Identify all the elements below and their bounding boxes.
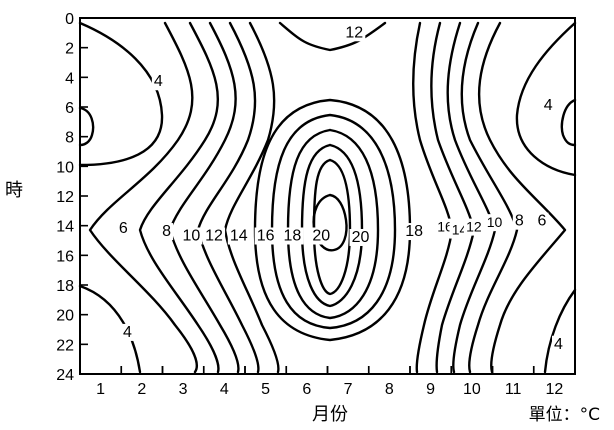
contour-label: 6 (538, 213, 547, 230)
x-tick-label: 12 (545, 381, 563, 398)
y-tick-label: 8 (65, 130, 74, 147)
x-axis-ticks: 1 2 3 4 5 6 7 8 9 10 11 12 (96, 366, 563, 398)
contour-label: 8 (515, 213, 524, 230)
contour-warm-left-edge (78, 106, 95, 147)
x-axis-label: 月份 (312, 404, 348, 425)
contour-label-bg (151, 73, 165, 91)
contour-label-bg (281, 227, 304, 245)
y-tick-label: 18 (56, 278, 74, 295)
y-tick-label: 20 (56, 308, 74, 325)
contour-6 (88, 21, 567, 374)
contour-label-bg (116, 220, 130, 238)
x-tick-label: 4 (220, 381, 229, 398)
contour-18b (300, 143, 364, 308)
contour-label-bg (180, 227, 203, 245)
x-tick-label: 8 (385, 381, 394, 398)
y-tick-label: 12 (56, 189, 74, 206)
contour-label: 18 (405, 223, 423, 240)
contour-label: 20 (352, 229, 370, 246)
contour-label: 16 (437, 219, 453, 235)
y-tick-label: 0 (65, 11, 74, 28)
contour-label-bg (343, 24, 366, 42)
y-tick-label: 2 (65, 41, 74, 58)
contour-label-bg (535, 212, 549, 230)
contour-14-outer (223, 21, 454, 374)
contour-4-top-left (78, 21, 164, 167)
y-axis-label: 時 (5, 180, 23, 201)
x-tick-label: 6 (302, 381, 311, 398)
y-tick-label: 4 (65, 70, 74, 87)
x-tick-label: 1 (96, 381, 105, 398)
contour-12-top (278, 21, 387, 52)
contour-label: 8 (162, 223, 171, 240)
contour-label: 4 (123, 324, 132, 341)
contour-20-inner (312, 193, 348, 252)
contour-label: 6 (119, 220, 128, 237)
y-tick-label: 6 (65, 100, 74, 117)
contour-warm-right-edge (560, 98, 577, 147)
contour-label: 4 (544, 97, 553, 114)
x-tick-label: 5 (261, 381, 270, 398)
x-tick-label: 11 (505, 381, 522, 398)
contour-10 (168, 21, 497, 374)
contour-label: 14 (230, 228, 248, 245)
contour-label-bg (160, 223, 174, 241)
x-tick-label: 7 (344, 381, 353, 398)
contour-4-top-right (515, 21, 577, 177)
contour-label: 12 (205, 228, 223, 245)
x-tick-label: 9 (426, 381, 435, 398)
x-tick-label: 2 (137, 381, 146, 398)
contour-label-bg (227, 227, 250, 245)
contour-label-bg (254, 227, 277, 245)
y-tick-label: 16 (56, 248, 74, 265)
contour-label-bg (484, 214, 505, 232)
unit-label: 單位：°C (529, 405, 600, 425)
y-tick-label: 10 (56, 159, 74, 176)
contour-4-bottom-right (543, 288, 577, 374)
contour-label-bg (541, 96, 555, 114)
contour-label: 12 (345, 24, 363, 41)
contour-label-bg (203, 227, 226, 245)
contour-20 (312, 158, 352, 296)
y-tick-label: 14 (56, 219, 74, 236)
contour-18 (286, 128, 380, 320)
x-tick-label: 10 (463, 381, 481, 398)
contour-16 (253, 98, 412, 342)
contour-label-bg (552, 335, 565, 353)
contour-label: 10 (487, 214, 503, 230)
contour-label: 20 (312, 228, 330, 245)
contour-label: 10 (182, 228, 200, 245)
contour-label-bg (512, 212, 526, 230)
contour-label-bg (349, 228, 372, 246)
y-tick-label: 24 (56, 367, 74, 384)
contour-label-bg (120, 323, 134, 341)
contour-label: 18 (284, 228, 302, 245)
contour-label: 16 (257, 228, 275, 245)
contour-label-bg (310, 227, 333, 245)
contour-label-bg (403, 223, 426, 241)
contour-4-bottom-left (78, 284, 142, 374)
contour-label: 12 (466, 219, 482, 235)
contour-label: 4 (154, 73, 163, 90)
contour-label: 4 (554, 336, 563, 353)
contour-label-bg (463, 218, 484, 236)
contour-16b (270, 113, 397, 330)
x-tick-label: 3 (179, 381, 188, 398)
y-tick-label: 22 (56, 337, 74, 354)
contour-label: 14 (452, 222, 468, 238)
